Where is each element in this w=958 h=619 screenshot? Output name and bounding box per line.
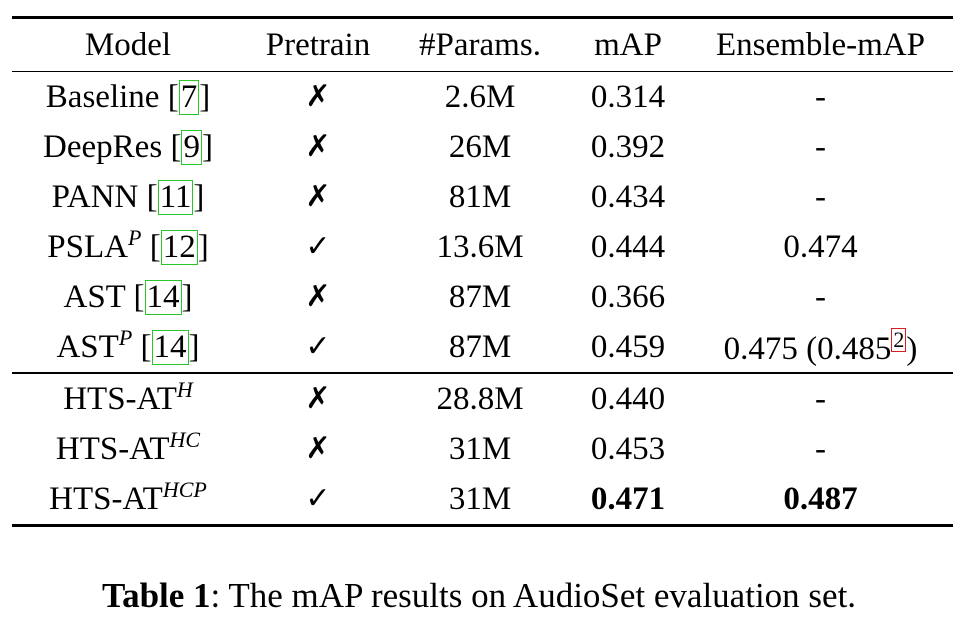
table-row: ASTP [14] ✓ 87M 0.459 0.475 (0.4852) (12, 322, 953, 373)
citation-link[interactable]: 7 (178, 78, 200, 115)
map-cell-best: 0.471 (590, 480, 666, 517)
model-name: PSLA (47, 228, 128, 265)
header-row: Model Pretrain #Params. mAP Ensemble-mAP (12, 17, 953, 72)
pretrain-mark: ✗ (305, 279, 331, 314)
model-cell: HTS-ATHCP (12, 474, 244, 526)
footnote-link[interactable]: 2 (891, 327, 907, 352)
ensemble-cell: - (815, 278, 826, 315)
citation-link[interactable]: 9 (181, 128, 202, 165)
ensemble-cell-best: 0.487 (783, 480, 858, 517)
caption-text: : The mAP results on AudioSet evaluation… (210, 576, 857, 615)
map-cell: 0.314 (590, 78, 666, 115)
model-superscript: P (118, 324, 133, 350)
params-cell: 87M (448, 278, 512, 315)
map-cell: 0.453 (590, 430, 666, 467)
citation-link[interactable]: 14 (151, 328, 189, 365)
model-cell: ASTP [14] (56, 324, 200, 365)
params-cell: 87M (448, 328, 512, 365)
params-cell: 13.6M (436, 228, 524, 265)
params-cell: 28.8M (436, 380, 524, 417)
table-row: PANN [11] ✗ 81M 0.434 - (12, 172, 953, 222)
pretrain-mark: ✗ (305, 79, 331, 114)
ensemble-cell: - (815, 78, 826, 115)
pretrain-mark: ✗ (305, 431, 331, 466)
ensemble-value: 0.475 (0.485 (723, 331, 892, 367)
ensemble-cell: - (815, 380, 826, 417)
results-table: Model Pretrain #Params. mAP Ensemble-mAP… (12, 16, 953, 527)
map-cell: 0.366 (590, 278, 666, 315)
pretrain-mark: ✗ (305, 381, 331, 416)
ensemble-cell: 0.474 (783, 228, 858, 265)
model-superscript: P (128, 224, 142, 250)
table-row: HTS-ATHCP ✓ 31M 0.471 0.487 (12, 474, 953, 526)
map-cell: 0.459 (590, 328, 666, 365)
header-model: Model (84, 26, 172, 63)
header-pretrain: Pretrain (265, 26, 371, 63)
model-cell: PSLAP [12] (47, 224, 209, 265)
model-name: Baseline (45, 78, 160, 115)
model-cell: HTS-ATH (12, 373, 244, 424)
pretrain-mark: ✗ (305, 179, 331, 214)
model-name: AST (63, 278, 126, 315)
table-row: AST [14] ✗ 87M 0.366 - (12, 272, 953, 322)
pretrain-mark: ✗ (305, 129, 331, 164)
params-cell: 26M (448, 128, 512, 165)
params-cell: 31M (448, 480, 512, 517)
table-row: HTS-ATH ✗ 28.8M 0.440 - (12, 373, 953, 424)
table-row: PSLAP [12] ✓ 13.6M 0.444 0.474 (12, 222, 953, 272)
ensemble-cell: - (815, 430, 826, 467)
citation-link[interactable]: 12 (160, 228, 198, 265)
header-ensemble-map: Ensemble-mAP (716, 26, 925, 63)
ensemble-cell: - (815, 128, 826, 165)
model-name: PANN (51, 178, 139, 215)
header-params: #Params. (419, 26, 541, 63)
model-cell: PANN [11] (51, 178, 205, 215)
table-row: HTS-ATHC ✗ 31M 0.453 - (12, 424, 953, 474)
map-cell: 0.392 (590, 128, 666, 165)
model-cell: Baseline [7] (45, 78, 211, 115)
table-row: Baseline [7] ✗ 2.6M 0.314 - (12, 72, 953, 123)
model-name: HTS-AT (63, 380, 177, 417)
table-row: DeepRes [9] ✗ 26M 0.392 - (12, 122, 953, 172)
citation-link[interactable]: 14 (144, 278, 182, 315)
model-name: AST (56, 328, 119, 365)
model-cell: DeepRes [9] (43, 128, 213, 165)
params-cell: 31M (448, 430, 512, 467)
model-cell: AST [14] (63, 278, 193, 315)
citation-link[interactable]: 11 (157, 178, 194, 215)
pretrain-mark: ✓ (305, 329, 331, 364)
header-map: mAP (594, 26, 662, 63)
model-name: DeepRes (43, 128, 163, 165)
params-cell: 81M (448, 178, 512, 215)
pretrain-mark: ✓ (305, 229, 331, 264)
map-cell: 0.440 (590, 380, 666, 417)
caption-label: Table 1 (101, 576, 211, 615)
model-superscript: HC (169, 426, 201, 452)
map-cell: 0.444 (590, 228, 666, 265)
ensemble-suffix: ) (906, 331, 918, 367)
model-superscript: H (176, 376, 193, 402)
ensemble-cell: - (815, 178, 826, 215)
pretrain-mark: ✓ (305, 481, 331, 516)
model-name: HTS-AT (55, 430, 170, 467)
params-cell: 2.6M (444, 78, 516, 115)
table-caption: Table 1: The mAP results on AudioSet eva… (0, 578, 958, 613)
model-cell: HTS-ATHC (12, 424, 244, 474)
results-table-wrapper: Model Pretrain #Params. mAP Ensemble-mAP… (12, 16, 953, 527)
ensemble-cell: 0.475 (0.4852) (688, 322, 953, 373)
map-cell: 0.434 (590, 178, 666, 215)
model-superscript: HCP (162, 476, 207, 502)
model-name: HTS-AT (49, 480, 163, 517)
